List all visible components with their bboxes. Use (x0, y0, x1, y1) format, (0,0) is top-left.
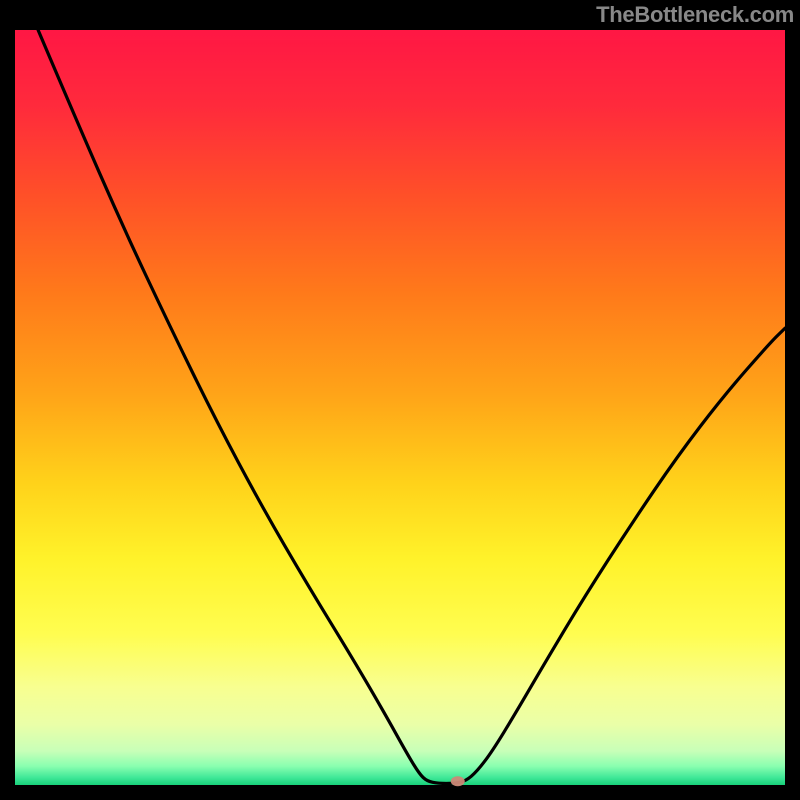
watermark-text: TheBottleneck.com (596, 2, 794, 28)
optimal-point-marker (451, 776, 465, 786)
chart-svg (0, 0, 800, 800)
gradient-background (15, 30, 785, 785)
chart-container: TheBottleneck.com (0, 0, 800, 800)
